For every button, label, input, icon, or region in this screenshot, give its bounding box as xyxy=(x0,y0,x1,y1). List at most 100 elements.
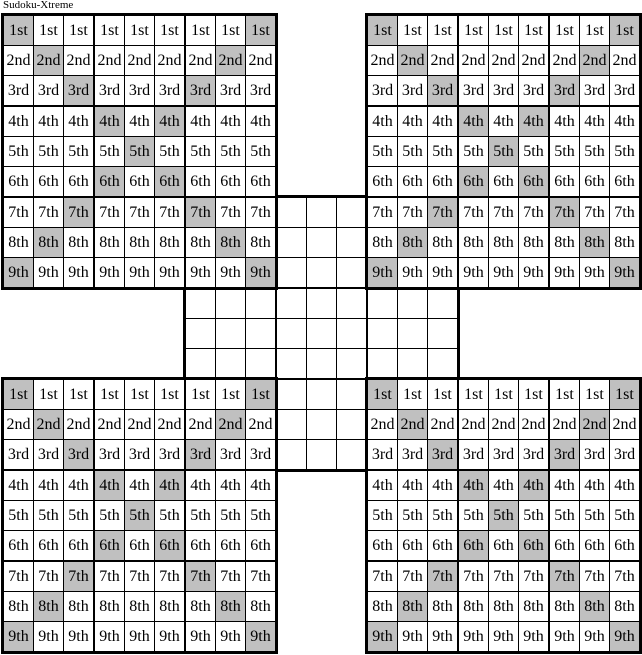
grid-cell: 3rd xyxy=(368,76,397,105)
grid-cell: 3rd xyxy=(398,440,427,469)
grid-cell: 7th xyxy=(398,562,427,591)
grid-cell xyxy=(428,289,457,318)
grid-cell: 2nd xyxy=(519,46,548,75)
grid-cell: 8th xyxy=(4,592,33,621)
grid-cell: 2nd xyxy=(368,410,397,439)
grid-cell: 6th xyxy=(4,167,33,196)
grid-cell: 5th xyxy=(186,137,215,166)
grid-cell: 7th xyxy=(610,198,639,227)
grid-cell: 6th xyxy=(550,167,579,196)
grid-cell: 5th xyxy=(398,501,427,530)
grid-cell: 6th xyxy=(489,531,518,560)
grid-cell xyxy=(246,349,275,378)
grid-cell: 9th xyxy=(34,258,63,287)
grid-cell: 6th xyxy=(246,531,275,560)
grid-block: 7th 7th 7th 8th 8th 8th 9th 9th 9th xyxy=(186,562,275,651)
grid-cell xyxy=(277,440,306,469)
grid-cell: 1st xyxy=(34,16,63,45)
grid-cell: 6th xyxy=(34,531,63,560)
grid-cell: 8th xyxy=(580,592,609,621)
grid-cell: 9th xyxy=(550,622,579,651)
grid-cell: 7th xyxy=(34,562,63,591)
grid-cell: 7th xyxy=(155,198,184,227)
grid-cell: 4th xyxy=(489,471,518,500)
grid-cell: 3rd xyxy=(519,440,548,469)
grid-cell: 7th xyxy=(550,562,579,591)
grid-cell: 6th xyxy=(459,167,488,196)
grid-cell: 6th xyxy=(186,531,215,560)
grid-cell: 9th xyxy=(459,622,488,651)
grid-cell: 3rd xyxy=(428,76,457,105)
grid-block: 1st 1st 1st 2nd 2nd 2nd 3rd 3rd 3rd xyxy=(459,380,548,469)
grid-cell: 8th xyxy=(489,228,518,257)
grid-cell xyxy=(216,349,245,378)
grid-cell: 7th xyxy=(186,198,215,227)
grid-cell: 9th xyxy=(398,258,427,287)
grid-cell xyxy=(216,319,245,348)
grid-cell: 1st xyxy=(550,380,579,409)
grid-cell: 4th xyxy=(216,107,245,136)
grid-cell: 7th xyxy=(4,198,33,227)
grid-cell: 7th xyxy=(216,562,245,591)
grid-cell: 1st xyxy=(95,380,124,409)
grid-cell: 3rd xyxy=(368,440,397,469)
grid-cell xyxy=(246,289,275,318)
grid-cell xyxy=(277,258,306,287)
grid-cell: 9th xyxy=(155,622,184,651)
grid-cell: 2nd xyxy=(186,46,215,75)
grid-block: 4th 4th 4th 5th 5th 5th 6th 6th 6th xyxy=(459,107,548,196)
sudoku-grid-top-left: 1st 1st 1st 2nd 2nd 2nd 3rd 3rd 3rd 1st 1st 1st 2nd 2… xyxy=(1,13,278,290)
grid-cell: 6th xyxy=(610,531,639,560)
grid-cell xyxy=(186,289,215,318)
grid-cell: 6th xyxy=(368,167,397,196)
grid-block: 4th 4th 4th 5th 5th 5th 6th 6th 6th xyxy=(368,107,457,196)
grid-cell xyxy=(307,258,336,287)
grid-cell: 5th xyxy=(398,137,427,166)
grid-block: 4th 4th 4th 5th 5th 5th 6th 6th 6th xyxy=(550,471,639,560)
grid-cell: 5th xyxy=(610,501,639,530)
grid-cell: 7th xyxy=(489,562,518,591)
grid-block: 1st 1st 1st 2nd 2nd 2nd 3rd 3rd 3rd xyxy=(186,380,275,469)
grid-cell: 3rd xyxy=(4,76,33,105)
grid-cell: 1st xyxy=(398,380,427,409)
grid-cell: 9th xyxy=(125,622,154,651)
grid-block: 7th 7th 7th 8th 8th 8th 9th 9th 9th xyxy=(368,198,457,287)
grid-cell: 3rd xyxy=(580,440,609,469)
grid-cell: 9th xyxy=(489,622,518,651)
grid-cell: 3rd xyxy=(186,76,215,105)
grid-cell: 2nd xyxy=(580,410,609,439)
grid-cell: 8th xyxy=(34,228,63,257)
grid-cell: 5th xyxy=(580,501,609,530)
grid-cell: 5th xyxy=(550,137,579,166)
grid-cell: 5th xyxy=(610,137,639,166)
grid-block: 1st 1st 1st 2nd 2nd 2nd 3rd 3rd 3rd xyxy=(368,16,457,105)
grid-cell: 6th xyxy=(155,167,184,196)
grid-block: 1st 1st 1st 2nd 2nd 2nd 3rd 3rd 3rd xyxy=(459,16,548,105)
grid-cell: 1st xyxy=(125,16,154,45)
grid-block: 1st 1st 1st 2nd 2nd 2nd 3rd 3rd 3rd xyxy=(4,16,93,105)
grid-cell: 3rd xyxy=(64,76,93,105)
grid-cell: 6th xyxy=(95,531,124,560)
grid-cell: 3rd xyxy=(489,440,518,469)
grid-cell: 2nd xyxy=(428,46,457,75)
grid-cell xyxy=(337,228,366,257)
grid-cell: 7th xyxy=(95,562,124,591)
grid-cell: 2nd xyxy=(489,410,518,439)
grid-cell: 9th xyxy=(186,622,215,651)
grid-cell: 4th xyxy=(610,471,639,500)
grid-cell: 2nd xyxy=(459,410,488,439)
grid-cell: 9th xyxy=(4,258,33,287)
grid-cell: 4th xyxy=(34,471,63,500)
grid-cell: 6th xyxy=(216,167,245,196)
grid-cell: 7th xyxy=(428,562,457,591)
grid-cell: 3rd xyxy=(610,76,639,105)
grid-cell xyxy=(307,349,336,378)
grid-cell: 9th xyxy=(155,258,184,287)
grid-block: 1st 1st 1st 2nd 2nd 2nd 3rd 3rd 3rd xyxy=(550,380,639,469)
grid-cell: 4th xyxy=(186,107,215,136)
grid-cell: 8th xyxy=(125,592,154,621)
grid-cell: 1st xyxy=(580,380,609,409)
grid-cell: 8th xyxy=(368,228,397,257)
grid-cell: 2nd xyxy=(4,46,33,75)
grid-cell: 2nd xyxy=(64,410,93,439)
